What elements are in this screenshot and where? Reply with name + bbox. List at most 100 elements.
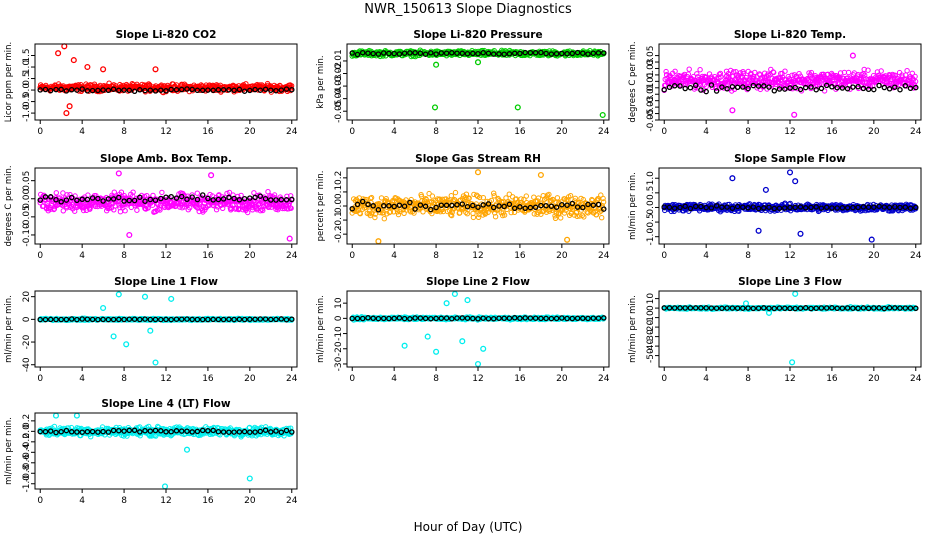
y-tick-label: 0.5 [646,186,656,200]
reference-point [283,86,290,92]
x-tick-label: 0 [349,127,355,137]
reference-point [787,85,793,91]
reference-point [585,51,591,57]
reference-point [412,50,418,56]
outlier-point [375,238,382,245]
data-point [64,192,70,198]
outlier-point [729,107,736,114]
panel-title: Slope Sample Flow [734,153,846,165]
reference-point [257,193,264,199]
reference-point [470,50,476,57]
reference-point [262,86,269,93]
y-tick-label: -0.5 [22,93,32,111]
x-tick-label: 8 [745,251,751,261]
outlier-point [451,290,458,298]
reference-point [475,50,481,57]
reference-point [349,50,355,56]
reference-point [241,88,248,94]
reference-point [527,49,534,56]
outlier-point [797,230,804,237]
reference-point [871,86,877,93]
outlier-point [61,43,68,50]
reference-point [386,50,392,57]
y-axis-label: degrees C per min. [628,41,638,122]
reference-point [226,194,232,201]
reference-point [289,196,295,203]
data-point [106,205,112,212]
reference-point [365,201,371,208]
reference-point [548,203,555,209]
reference-point [892,84,898,90]
panel-title: Slope Li-820 Temp. [734,29,846,41]
y-tick-label: -20 [22,334,32,349]
x-tick-label: 12 [160,251,171,261]
reference-point [687,84,694,91]
x-tick-label: 16 [514,251,526,261]
reference-point [116,87,122,94]
x-tick-label: 24 [598,127,610,137]
outlier-point [401,342,408,349]
data-point [782,68,788,74]
reference-point [661,86,667,93]
reference-point [813,86,819,93]
data-point [814,82,820,88]
outlier-point [762,186,769,193]
data-point [381,216,387,222]
reference-point [855,83,861,90]
y-tick-label: -40 [22,357,32,372]
x-tick-label: 0 [661,251,667,261]
reference-point [745,85,751,92]
reference-point [215,87,222,93]
reference-point [464,50,471,57]
data-point [912,78,919,85]
reference-point [152,88,159,94]
outlier-point [791,111,798,118]
reference-point [194,87,201,94]
reference-point [273,87,279,94]
reference-point [517,50,523,57]
x-tick-label: 8 [121,251,127,261]
plot-frame [346,290,610,368]
reference-point [137,87,143,93]
x-tick-label: 4 [391,251,397,261]
reference-point [74,87,80,93]
reference-point [902,83,909,89]
reference-point [692,82,699,89]
outlier-point [474,360,482,368]
reference-point [719,84,725,90]
y-tick-label: 1.0 [646,171,656,186]
reference-point [257,87,264,93]
x-tick-label: 12 [784,251,795,261]
reference-point [438,50,445,56]
outlier-point [141,293,149,300]
x-tick-label: 4 [79,127,85,137]
outlier-point [474,59,482,66]
outlier-point [786,169,794,176]
reference-point [844,85,851,92]
data-point [766,73,772,79]
reference-point [761,83,767,89]
outlier-point [152,359,159,366]
outlier-point [424,333,431,340]
x-tick-label: 0 [349,374,355,384]
reference-point [268,87,274,93]
reference-point [876,82,882,89]
reference-point [913,84,919,91]
reference-point [396,51,403,57]
data-point [122,208,128,214]
panel-title: Slope Li-820 CO2 [116,29,217,41]
reference-point [236,86,243,93]
y-tick-label: 0.2 [334,171,344,185]
y-tick-label: -0.01 [646,83,656,106]
outlier-point [599,111,606,119]
data-point [535,195,542,201]
data-point [909,70,915,77]
reference-point [289,86,295,93]
outlier-point [459,338,466,345]
reference-point [42,86,49,93]
reference-point [443,50,450,56]
